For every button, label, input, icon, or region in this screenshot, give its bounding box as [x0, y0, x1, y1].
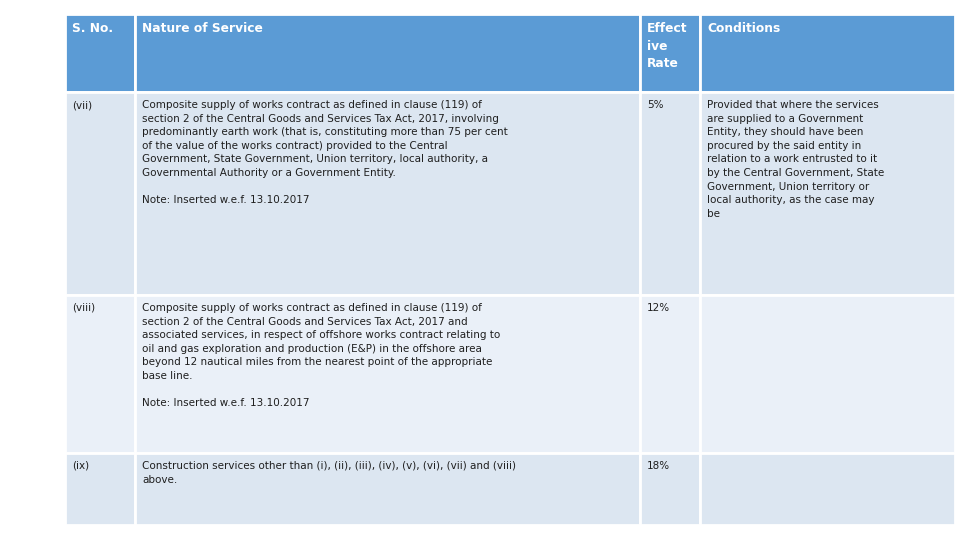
Text: S. No.: S. No. — [72, 22, 113, 35]
Bar — [640, 295, 700, 453]
Bar — [640, 14, 700, 92]
Text: (viii): (viii) — [72, 303, 95, 313]
Text: Composite supply of works contract as defined in clause (119) of
section 2 of th: Composite supply of works contract as de… — [142, 100, 508, 205]
Bar — [135, 453, 640, 525]
Text: 12%: 12% — [647, 303, 670, 313]
Text: Conditions: Conditions — [707, 22, 780, 35]
Text: Provided that where the services
are supplied to a Government
Entity, they shoul: Provided that where the services are sup… — [707, 100, 884, 219]
Bar — [135, 295, 640, 453]
Bar — [65, 453, 135, 525]
Bar — [640, 92, 700, 295]
Text: Composite supply of works contract as defined in clause (119) of
section 2 of th: Composite supply of works contract as de… — [142, 303, 500, 408]
Bar — [640, 453, 700, 525]
Bar — [65, 92, 135, 295]
Text: (ix): (ix) — [72, 461, 89, 471]
Bar — [700, 14, 955, 92]
Bar — [135, 92, 640, 295]
Text: Nature of Service: Nature of Service — [142, 22, 263, 35]
Text: 5%: 5% — [647, 100, 663, 110]
Bar — [135, 14, 640, 92]
Bar — [65, 295, 135, 453]
Bar — [700, 453, 955, 525]
Text: Effect
ive
Rate: Effect ive Rate — [647, 22, 687, 70]
Text: Construction services other than (i), (ii), (iii), (iv), (v), (vi), (vii) and (v: Construction services other than (i), (i… — [142, 461, 516, 484]
Text: (vii): (vii) — [72, 100, 92, 110]
Bar — [700, 295, 955, 453]
Bar — [65, 14, 135, 92]
Bar — [700, 92, 955, 295]
Text: 18%: 18% — [647, 461, 670, 471]
